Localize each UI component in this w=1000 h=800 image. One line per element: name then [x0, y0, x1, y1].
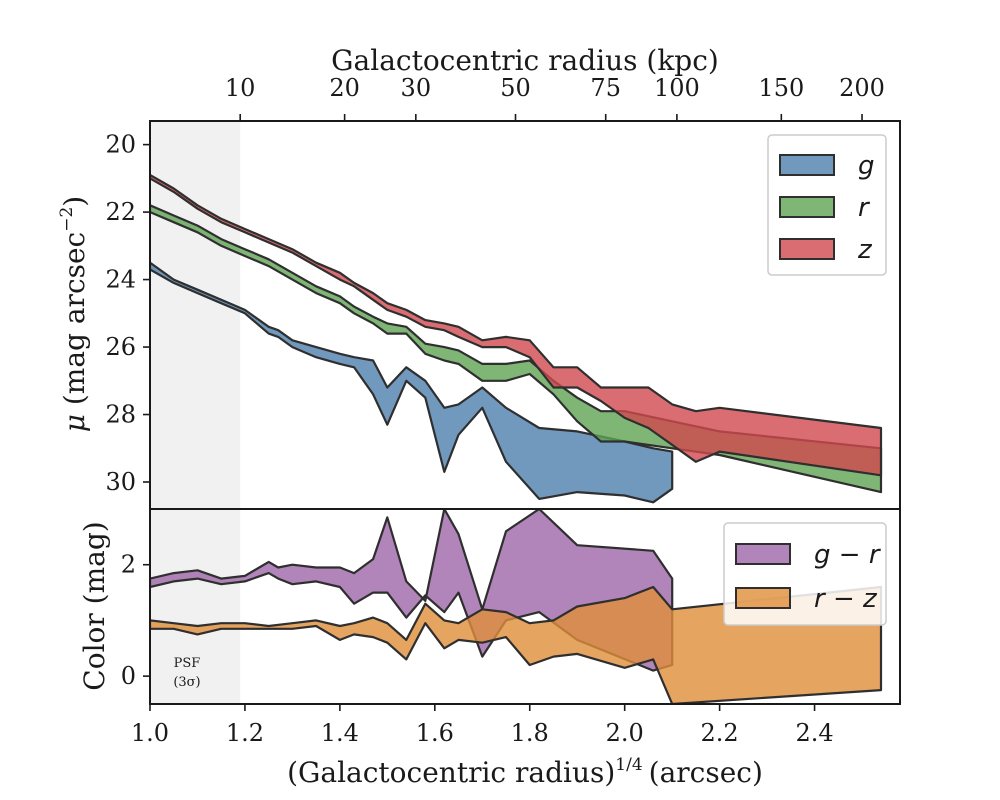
top-tick-label: 100 [654, 74, 700, 102]
x-tick-label: 1.6 [416, 719, 454, 747]
top-tick-label: 150 [758, 74, 804, 102]
top-tick-label: 10 [225, 74, 256, 102]
y-tick-label: 22 [105, 198, 136, 226]
x-tick-label: 1.2 [226, 719, 264, 747]
color-panel: 0 2 g − r r − z [121, 508, 901, 705]
y-tick-label: 24 [105, 266, 136, 294]
legend-label-r-z: r − z [814, 584, 878, 614]
top-tick-label: 30 [401, 74, 432, 102]
surface-brightness-panel: 20 22 24 26 28 30 grz [105, 120, 901, 510]
x-axis-title-main: (Galactocentric radius) [287, 756, 615, 789]
y-tick-label: 0 [121, 662, 136, 690]
x-axis-title-unit: (arcsec) [649, 756, 763, 789]
x-tick-label: 2.4 [795, 719, 833, 747]
band-g [150, 261, 674, 504]
upper-y-axis-unit: (mag arcsec [58, 232, 91, 414]
upper-y-axis-close: ) [58, 196, 91, 207]
legend-swatch-z [779, 238, 835, 260]
y-tick-label: 20 [105, 131, 136, 159]
x-tick-label: 1.4 [321, 719, 359, 747]
legend-swatch-g-r [735, 543, 791, 565]
y-tick-label: 2 [121, 551, 136, 579]
band-z [150, 173, 883, 477]
top-tick-label: 200 [839, 74, 885, 102]
bands [150, 173, 883, 504]
lower-y-axis-title: Color (mag) [78, 521, 111, 690]
top-axis-title: Galactocentric radius (kpc) [331, 44, 719, 77]
x-axis-title: (Galactocentric radius)1/4 (arcsec) [287, 755, 763, 789]
legend-swatch-r-z [735, 587, 791, 609]
psf-region [150, 121, 241, 509]
y-tick-label: 30 [105, 468, 136, 496]
upper-y-axis-symbol: μ [58, 414, 91, 432]
upper-y-axis-sup: −2 [57, 207, 77, 232]
panel-frame [149, 508, 901, 705]
psf-label: PSF [174, 656, 201, 671]
band-r-z [150, 585, 883, 704]
top-axis: 10 20 30 50 75 100 150 200 [225, 74, 885, 121]
legend-label-r: r [858, 193, 871, 223]
x-tick-label: 2.2 [701, 719, 739, 747]
x-axis-title-sup: 1/4 [615, 755, 642, 775]
psf-region [150, 509, 241, 704]
legend-swatch-r [779, 196, 835, 218]
x-tick-label: 1.0 [131, 719, 169, 747]
top-tick-label: 75 [590, 74, 621, 102]
psf-label-sigma: (3σ) [173, 675, 200, 690]
legend-label-g: g [858, 151, 875, 181]
legend-label-g-r: g − r [814, 540, 882, 570]
top-tick-label: 20 [329, 74, 360, 102]
y-tick-label: 26 [105, 333, 136, 361]
bands [150, 509, 883, 704]
y-tick-label: 28 [105, 401, 136, 429]
top-tick-label: 50 [500, 74, 531, 102]
legend-label-z: z [857, 235, 873, 265]
x-tick-label: 1.8 [511, 719, 549, 747]
legend-swatch-g [779, 154, 835, 176]
bottom-axis: 1.0 1.2 1.4 1.6 1.8 2.0 2.2 2.4 [131, 704, 834, 747]
x-tick-label: 2.0 [606, 719, 644, 747]
upper-y-axis-title: μ (mag arcsec−2) [57, 196, 91, 432]
